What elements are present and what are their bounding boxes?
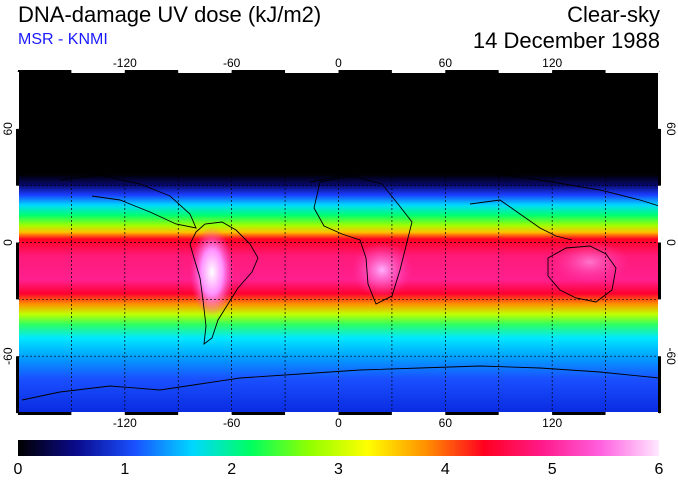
frame-band-top [338,70,392,73]
lon-tick-label-bottom: -120 [113,416,137,430]
frame-band-top [71,70,125,73]
frame-band-left [16,72,19,129]
frame-band-left [16,185,19,243]
frame-band-top [498,70,553,73]
lon-tick-label-bottom: 60 [439,416,453,430]
axis-tick-labels: -120 -120 -60 -60 0 0 60 60 120 120 60 60 0 0 -60 -60 [1,56,678,430]
coast-antarctica [21,365,659,401]
frame-band-bottom [338,412,392,415]
frame-band-right [658,299,661,357]
frame-band-top [445,70,499,73]
frame-band-bottom [605,412,659,415]
hotspot-south-america [190,227,234,317]
frame-band-bottom [285,412,339,415]
lon-tick-label-bottom: -60 [223,416,241,430]
frame-tick-bands [16,70,661,415]
lon-tick-label-top: -120 [113,56,137,70]
frame-band-bottom [552,412,606,415]
source-label: MSR - KNMI [18,31,108,48]
lon-tick-label-top: 0 [335,56,342,70]
frame-band-left [16,299,19,357]
colorbar-tick-label: 1 [120,461,129,478]
colorbar-tick-label: 5 [548,461,557,478]
lat-tick-label-right: 0 [664,239,678,246]
frame-band-top [124,70,179,73]
frame-band-left [16,356,19,413]
lat-tick-label-left: 60 [1,122,15,136]
colorbar-labels: 0 1 2 3 4 5 6 [14,461,664,478]
frame-band-bottom [124,412,179,415]
lon-tick-label-top: 120 [542,56,562,70]
lat-tick-label-right: -60 [664,347,678,365]
frame-band-top [605,70,659,73]
frame-band-right [658,356,661,413]
frame-band-top [18,70,72,73]
frame-band-top [552,70,606,73]
frame-band-left [16,242,19,300]
frame-band-right [658,242,661,300]
frame-band-top [391,70,446,73]
lat-tick-label-left: -60 [1,347,15,365]
colorbar-tick-label: 4 [441,461,450,478]
lat-tick-label-right: 60 [664,122,678,136]
coast-south-america [189,221,259,345]
frame-band-bottom [71,412,125,415]
frame-band-top [231,70,286,73]
date-label: 14 December 1988 [472,28,660,53]
coast-africa [313,175,413,305]
frame-band-right [658,72,661,129]
colorbar-tick-label: 6 [655,461,664,478]
frame-band-right [658,185,661,243]
lat-tick-label-left: 0 [1,239,15,246]
hotspot-southern-africa [352,242,412,298]
sky-condition-label: Clear-sky [567,2,660,27]
coast-eurasia [309,167,659,207]
lat-lon-grid [18,72,659,413]
coast-australia [547,245,617,303]
frame-band-right [658,128,661,186]
colorbar-tick-label: 3 [334,461,343,478]
frame-band-bottom [178,412,232,415]
frame-band-top [178,70,232,73]
frame-band-bottom [498,412,553,415]
frame-band-top [285,70,339,73]
lon-tick-label-bottom: 120 [542,416,562,430]
lon-tick-label-top: 60 [439,56,453,70]
hotspot-australia [550,240,630,284]
colorbar-tick-label: 0 [14,461,23,478]
frame-band-bottom [445,412,499,415]
lon-tick-label-top: -60 [223,56,241,70]
frame-band-bottom [231,412,286,415]
coast-north-america [59,174,197,229]
coast-southeast-asia [469,199,573,241]
lon-tick-label-bottom: 0 [335,416,342,430]
colorbar-tick-label: 2 [227,461,236,478]
colorbar [18,440,659,456]
frame-band-bottom [18,412,72,415]
frame-band-bottom [391,412,446,415]
map-title: DNA-damage UV dose (kJ/m2) [18,2,322,27]
frame-band-left [16,128,19,186]
coastlines [21,167,659,401]
